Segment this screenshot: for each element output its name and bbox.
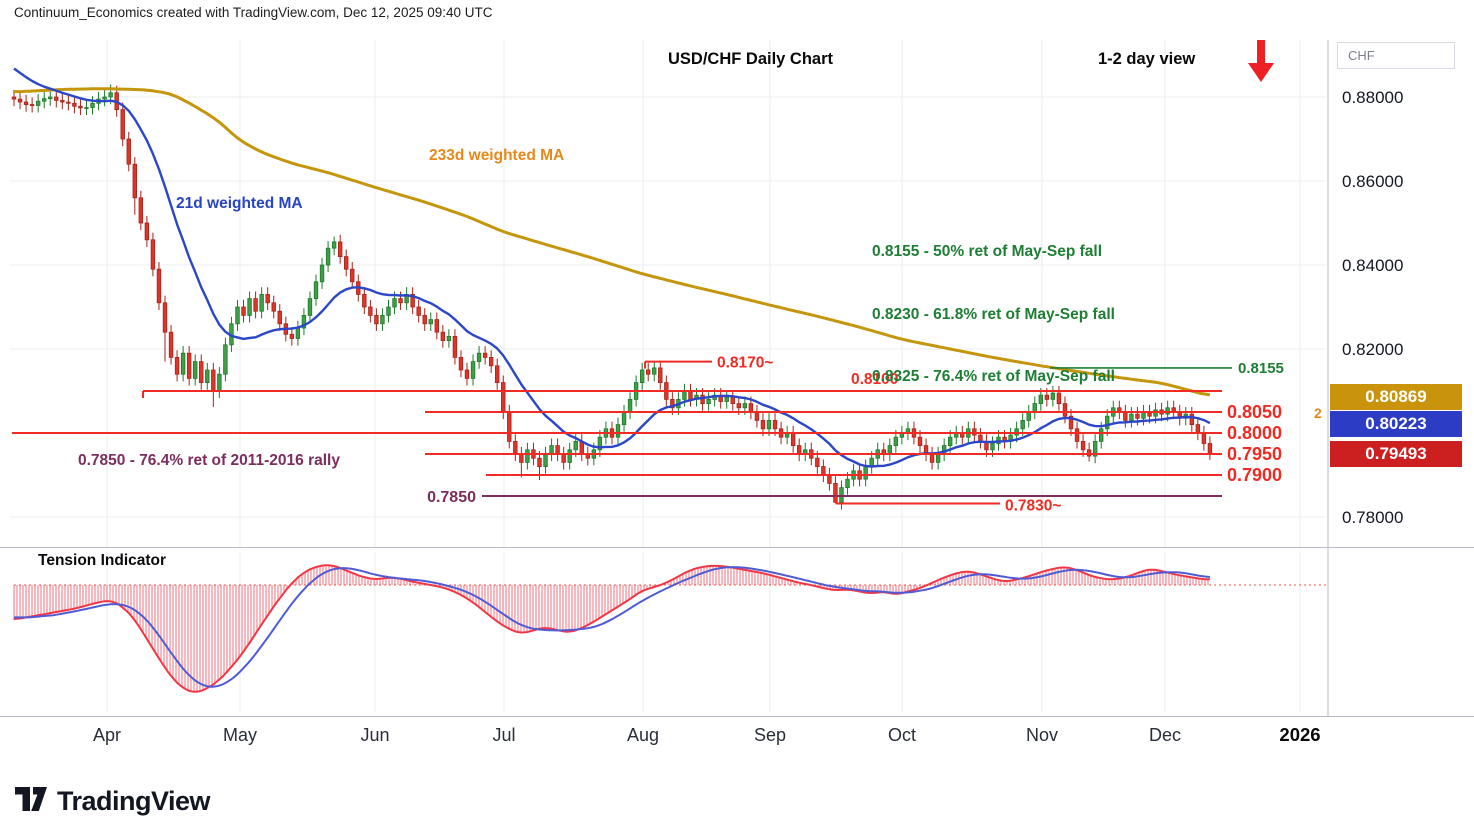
price-chart-svg: 0.88000 0.86000 0.84000 0.82000 0.78000 Apr Ma… bbox=[0, 40, 1474, 745]
tension-slow-line bbox=[14, 566, 1210, 688]
y-axis-label: 0.78000 bbox=[1342, 508, 1403, 527]
pane-borders bbox=[0, 40, 1474, 717]
candles-layer bbox=[11, 84, 1213, 510]
rally-retracement-note: 0.7850 - 76.4% ret of 2011-2016 rally bbox=[78, 452, 340, 469]
y-axis-label: 0.88000 bbox=[1342, 88, 1403, 107]
x-axis-label: Aug bbox=[627, 725, 659, 745]
fib-line-764: 0.8325 - 76.4% ret of May-Sep fall bbox=[872, 368, 1115, 386]
x-axis-label: May bbox=[223, 725, 257, 745]
tension-indicator-title: Tension Indicator bbox=[38, 552, 167, 569]
level-label: 0.8000 bbox=[1227, 423, 1282, 443]
ma233-line bbox=[13, 87, 1211, 397]
partial-label: 2 bbox=[1314, 405, 1322, 421]
symbol-box: CHF bbox=[1337, 42, 1455, 69]
x-axis-label: Apr bbox=[93, 725, 121, 745]
grid-layer bbox=[10, 40, 1326, 712]
tradingview-logo[interactable]: TradingView bbox=[14, 786, 211, 817]
ma21-line bbox=[13, 67, 1211, 468]
level-label: 0.8155 bbox=[1238, 360, 1284, 377]
x-axis-label: Oct bbox=[888, 725, 916, 745]
attribution-text: Continuum_Economics created with Trading… bbox=[14, 5, 493, 20]
x-axis-label: Dec bbox=[1149, 725, 1181, 745]
axis-labels: 0.88000 0.86000 0.84000 0.82000 0.78000 Apr Ma… bbox=[93, 88, 1403, 745]
y-axis-label: 0.82000 bbox=[1342, 340, 1403, 359]
ma233-label: 233d weighted MA bbox=[429, 147, 565, 164]
symbol-label: CHF bbox=[1348, 48, 1375, 63]
ma21-label: 21d weighted MA bbox=[176, 195, 303, 212]
fib-line-618: 0.8230 - 61.8% ret of May-Sep fall bbox=[872, 305, 1115, 323]
chart-title: USD/CHF Daily Chart bbox=[668, 50, 834, 68]
x-axis-label: 2026 bbox=[1279, 724, 1320, 745]
tension-pane bbox=[13, 564, 1326, 693]
ma233-price-badge: 0.80869 bbox=[1330, 383, 1462, 410]
tradingview-logo-icon bbox=[14, 786, 48, 817]
level-label: 0.8170~ bbox=[717, 355, 773, 372]
main-pane bbox=[11, 67, 1213, 510]
fib-line-50: 0.8155 - 50% ret of May-Sep fall bbox=[872, 242, 1103, 260]
level-label: 0.7830~ bbox=[1005, 498, 1061, 515]
x-axis-label: Jun bbox=[360, 725, 389, 745]
last-price-badge: 0.79493 bbox=[1330, 441, 1462, 468]
level-label: 0.7850 bbox=[427, 489, 476, 506]
fib-retracement-note: 0.8155 - 50% ret of May-Sep fall 0.8230 … bbox=[872, 200, 1115, 430]
tension-fast-line bbox=[13, 564, 1210, 693]
x-axis-label: Sep bbox=[754, 725, 786, 745]
level-label: 0.8100 bbox=[851, 371, 898, 388]
x-axis-label: Jul bbox=[492, 725, 515, 745]
level-label: 0.8050 bbox=[1227, 402, 1282, 422]
level-label: 0.7950 bbox=[1227, 444, 1282, 464]
y-axis-label: 0.86000 bbox=[1342, 172, 1403, 191]
y-axis-label: 0.84000 bbox=[1342, 256, 1403, 275]
down-arrow-icon bbox=[1246, 38, 1276, 89]
level-label: 0.7900 bbox=[1227, 465, 1282, 485]
x-axis-label: Nov bbox=[1026, 725, 1058, 745]
tradingview-logo-text: TradingView bbox=[57, 786, 211, 816]
view-horizon-label: 1-2 day view bbox=[1098, 50, 1196, 68]
ma21-price-badge: 0.80223 bbox=[1330, 410, 1462, 437]
